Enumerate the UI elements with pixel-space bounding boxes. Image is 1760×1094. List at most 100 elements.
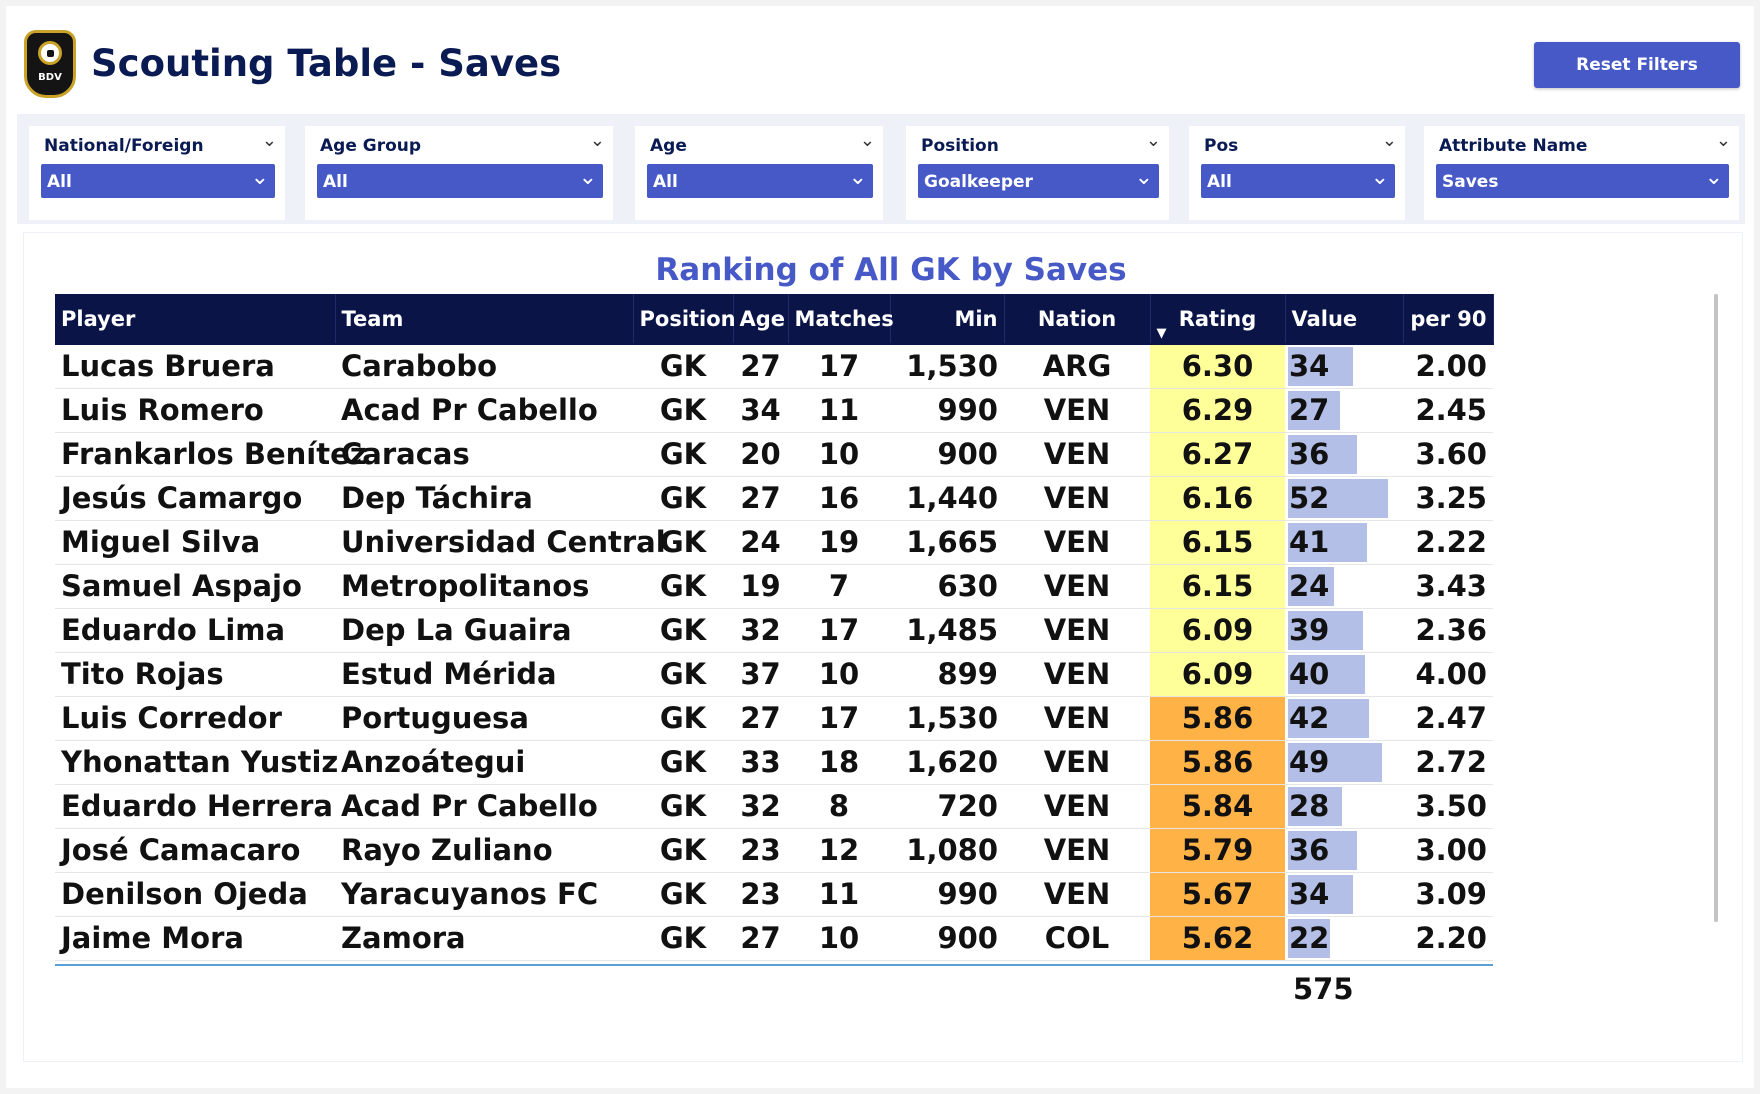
value-bar (1288, 522, 1367, 562)
slicer-label: Position (921, 136, 999, 156)
chevron-down-icon[interactable]: ⌄ (261, 130, 277, 151)
cell-value: 39 (1285, 608, 1403, 652)
cell-per90: 3.50 (1415, 789, 1487, 823)
cell-team: Acad Pr Cabello (341, 393, 598, 427)
column-header-value[interactable]: Value (1285, 294, 1404, 344)
cell-min: 1,620 (906, 745, 998, 779)
cell-age: 27 (740, 349, 781, 384)
cell-position: GK (659, 525, 707, 559)
cell-matches: 12 (818, 833, 860, 867)
table-row[interactable]: Luis Romero Acad Pr Cabello GK 34 11 990 VEN 6.… (55, 388, 1493, 432)
chevron-down-icon[interactable]: ⌄ (1381, 130, 1397, 151)
cell-team: Yaracuyanos FC (341, 877, 599, 911)
age-dropdown[interactable]: All ⌄ (647, 164, 873, 198)
value-label: 27 (1289, 393, 1330, 427)
table-row[interactable]: Jaime Mora Zamora GK 27 10 900 COL 5.62 22 2.20 (55, 916, 1493, 960)
column-header-player[interactable]: Player (55, 294, 336, 344)
chevron-down-icon: ⌄ (1704, 165, 1723, 190)
cell-value: 41 (1285, 520, 1403, 564)
column-header-nation[interactable]: Nation (1004, 294, 1151, 344)
cell-player: Jesús Camargo (61, 481, 303, 515)
sort-descending-icon[interactable]: ▼ (1156, 326, 1167, 341)
vertical-scrollbar[interactable] (1714, 294, 1718, 922)
cell-rating: 5.86 (1150, 696, 1285, 740)
chevron-down-icon[interactable]: ⌄ (589, 130, 605, 151)
cell-value: 36 (1285, 432, 1403, 476)
chevron-down-icon: ⌄ (1134, 165, 1153, 190)
table-row[interactable]: José Camacaro Rayo Zuliano GK 23 12 1,080 VEN 5… (55, 828, 1493, 872)
cell-value: 28 (1285, 784, 1403, 828)
cell-nation: ARG (1042, 349, 1112, 384)
cell-team: Estud Mérida (341, 657, 557, 691)
cell-value: 40 (1285, 652, 1403, 696)
cell-team: Zamora (341, 921, 466, 955)
cell-team: Rayo Zuliano (341, 833, 553, 867)
column-header-team[interactable]: Team (335, 294, 634, 344)
column-header-matches[interactable]: Matches (788, 294, 894, 344)
reset-filters-button[interactable]: Reset Filters (1534, 42, 1740, 88)
dropdown-value: All (653, 172, 678, 192)
table-row[interactable]: Tito Rojas Estud Mérida GK 37 10 899 VEN 6.09 40… (55, 652, 1493, 696)
cell-nation: VEN (1043, 481, 1111, 515)
column-header-position[interactable]: Position (633, 294, 736, 344)
age-group-dropdown[interactable]: All ⌄ (317, 164, 603, 198)
chevron-down-icon[interactable]: ⌄ (859, 130, 875, 151)
cell-player: Frankarlos Benítez (61, 437, 367, 471)
table-row[interactable]: Jesús Camargo Dep Táchira GK 27 16 1,440 VEN 6.… (55, 476, 1493, 520)
table-row[interactable]: Lucas Bruera Carabobo GK 27 17 1,530 ARG 6.30 34… (55, 344, 1493, 388)
value-label: 36 (1289, 833, 1330, 867)
value-bar (1288, 742, 1382, 782)
value-label: 41 (1289, 525, 1330, 559)
table-row[interactable]: Samuel Aspajo Metropolitanos GK 19 7 630 VEN 6.… (55, 564, 1493, 608)
cell-min: 990 (937, 877, 998, 911)
cell-nation: VEN (1043, 701, 1111, 735)
slicer-label: Age Group (320, 136, 422, 156)
chevron-down-icon: ⌄ (250, 165, 269, 190)
cell-min: 720 (937, 789, 998, 823)
cell-position: GK (659, 657, 707, 691)
cell-min: 1,080 (906, 833, 998, 867)
value-bar (1288, 918, 1330, 958)
chevron-down-icon[interactable]: ⌄ (1715, 130, 1731, 151)
national-foreign-dropdown[interactable]: All ⌄ (41, 164, 275, 198)
cell-matches: 17 (818, 349, 860, 384)
cell-player: Tito Rojas (61, 657, 224, 691)
chevron-down-icon[interactable]: ⌄ (1145, 130, 1161, 151)
table-row[interactable]: Denilson Ojeda Yaracuyanos FC GK 23 11 990 VEN… (55, 872, 1493, 916)
pos-dropdown[interactable]: All ⌄ (1201, 164, 1395, 198)
table-row[interactable]: Eduardo Lima Dep La Guaira GK 32 17 1,485 VEN 6… (55, 608, 1493, 652)
position-dropdown[interactable]: Goalkeeper ⌄ (918, 164, 1159, 198)
value-label: 39 (1289, 613, 1330, 647)
table-row[interactable]: Luis Corredor Portuguesa GK 27 17 1,530 VEN 5.8… (55, 696, 1493, 740)
cell-age: 32 (740, 613, 781, 647)
cell-min: 900 (937, 921, 998, 955)
column-header-min[interactable]: Min (890, 294, 1005, 344)
column-header-per90[interactable]: per 90 (1403, 294, 1494, 344)
attribute-name-dropdown[interactable]: Saves ⌄ (1436, 164, 1729, 198)
cell-value: 42 (1285, 696, 1403, 740)
cell-player: Yhonattan Yustiz (61, 745, 339, 779)
cell-matches: 19 (818, 525, 860, 559)
ranking-table: Player Team Position Age Matches Min Nat… (55, 294, 1494, 961)
cell-player: Samuel Aspajo (61, 569, 302, 603)
table-row[interactable]: Eduardo Herrera Acad Pr Cabello GK 32 8 720 VE… (55, 784, 1493, 828)
cell-nation: VEN (1043, 525, 1111, 559)
table-row[interactable]: Miguel Silva Universidad Central GK 24 19 1,6… (55, 520, 1493, 564)
cell-age: 32 (740, 789, 781, 823)
table-visual (24, 233, 1742, 1061)
cell-position: GK (659, 877, 707, 911)
cell-age: 27 (740, 701, 781, 735)
slicer-position: Position ⌄ Goalkeeper ⌄ (906, 126, 1169, 220)
column-header-rating[interactable]: Rating ▼ (1150, 294, 1286, 344)
slicer-label: Attribute Name (1439, 136, 1588, 156)
cell-matches: 11 (818, 393, 860, 427)
cell-value: 36 (1285, 828, 1403, 872)
cell-nation: COL (1044, 921, 1110, 955)
column-header-age[interactable]: Age (733, 294, 789, 344)
dropdown-value: Goalkeeper (924, 172, 1033, 192)
cell-age: 37 (740, 657, 781, 691)
table-row[interactable]: Frankarlos Benítez Caracas GK 20 10 900 VEN 6.2… (55, 432, 1493, 476)
value-bar (1288, 390, 1340, 430)
cell-position: GK (659, 701, 707, 735)
table-row[interactable]: Yhonattan Yustiz Anzoátegui GK 33 18 1,620 VEN… (55, 740, 1493, 784)
